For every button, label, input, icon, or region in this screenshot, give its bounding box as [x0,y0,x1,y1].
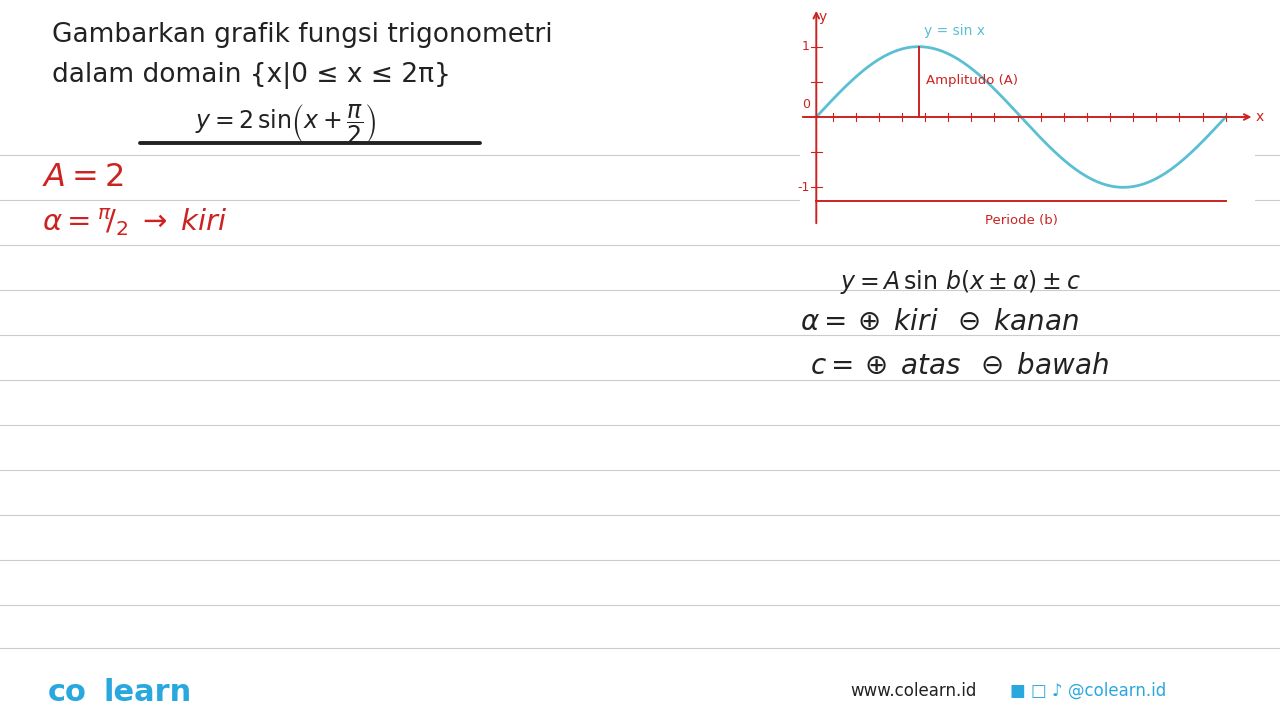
Text: Gambarkan grafik fungsi trigonometri: Gambarkan grafik fungsi trigonometri [52,22,553,48]
Text: Periode (b): Periode (b) [984,214,1057,227]
Text: Amplitudo (A): Amplitudo (A) [927,74,1019,87]
Text: learn: learn [104,678,192,707]
Text: www.colearn.id: www.colearn.id [850,682,977,700]
Text: $y = 2\,\sin\!\left(x + \dfrac{\pi}{2}\right)$: $y = 2\,\sin\!\left(x + \dfrac{\pi}{2}\r… [195,103,376,146]
Text: dalam domain {x|0 ≤ x ≤ 2π}: dalam domain {x|0 ≤ x ≤ 2π} [52,62,451,89]
Text: -1: -1 [797,181,810,194]
Text: ■ □ ♪ @colearn.id: ■ □ ♪ @colearn.id [1010,682,1166,700]
Text: y: y [819,10,827,24]
Text: $y = A\,\sin\,b(x \pm \alpha) \pm c$: $y = A\,\sin\,b(x \pm \alpha) \pm c$ [840,268,1080,296]
Text: $\mathit{\alpha} = {}^{\pi}\!/_{2}\;\rightarrow\;kiri$: $\mathit{\alpha} = {}^{\pi}\!/_{2}\;\rig… [42,207,228,238]
Text: $\mathit{c} = \oplus\;\mathit{atas}\;\;\ominus\;\mathit{bawah}$: $\mathit{c} = \oplus\;\mathit{atas}\;\;\… [810,352,1108,380]
Text: x: x [1256,110,1263,124]
Text: 0: 0 [801,99,810,112]
Text: y = sin x: y = sin x [924,24,984,38]
Text: co: co [49,678,87,707]
Text: $\mathit{A} = 2$: $\mathit{A} = 2$ [42,162,124,193]
Text: 1: 1 [801,40,810,53]
Text: $\mathit{\alpha} = \oplus\;\mathit{kiri}\;\;\ominus\;\mathit{kanan}$: $\mathit{\alpha} = \oplus\;\mathit{kiri}… [800,308,1079,336]
